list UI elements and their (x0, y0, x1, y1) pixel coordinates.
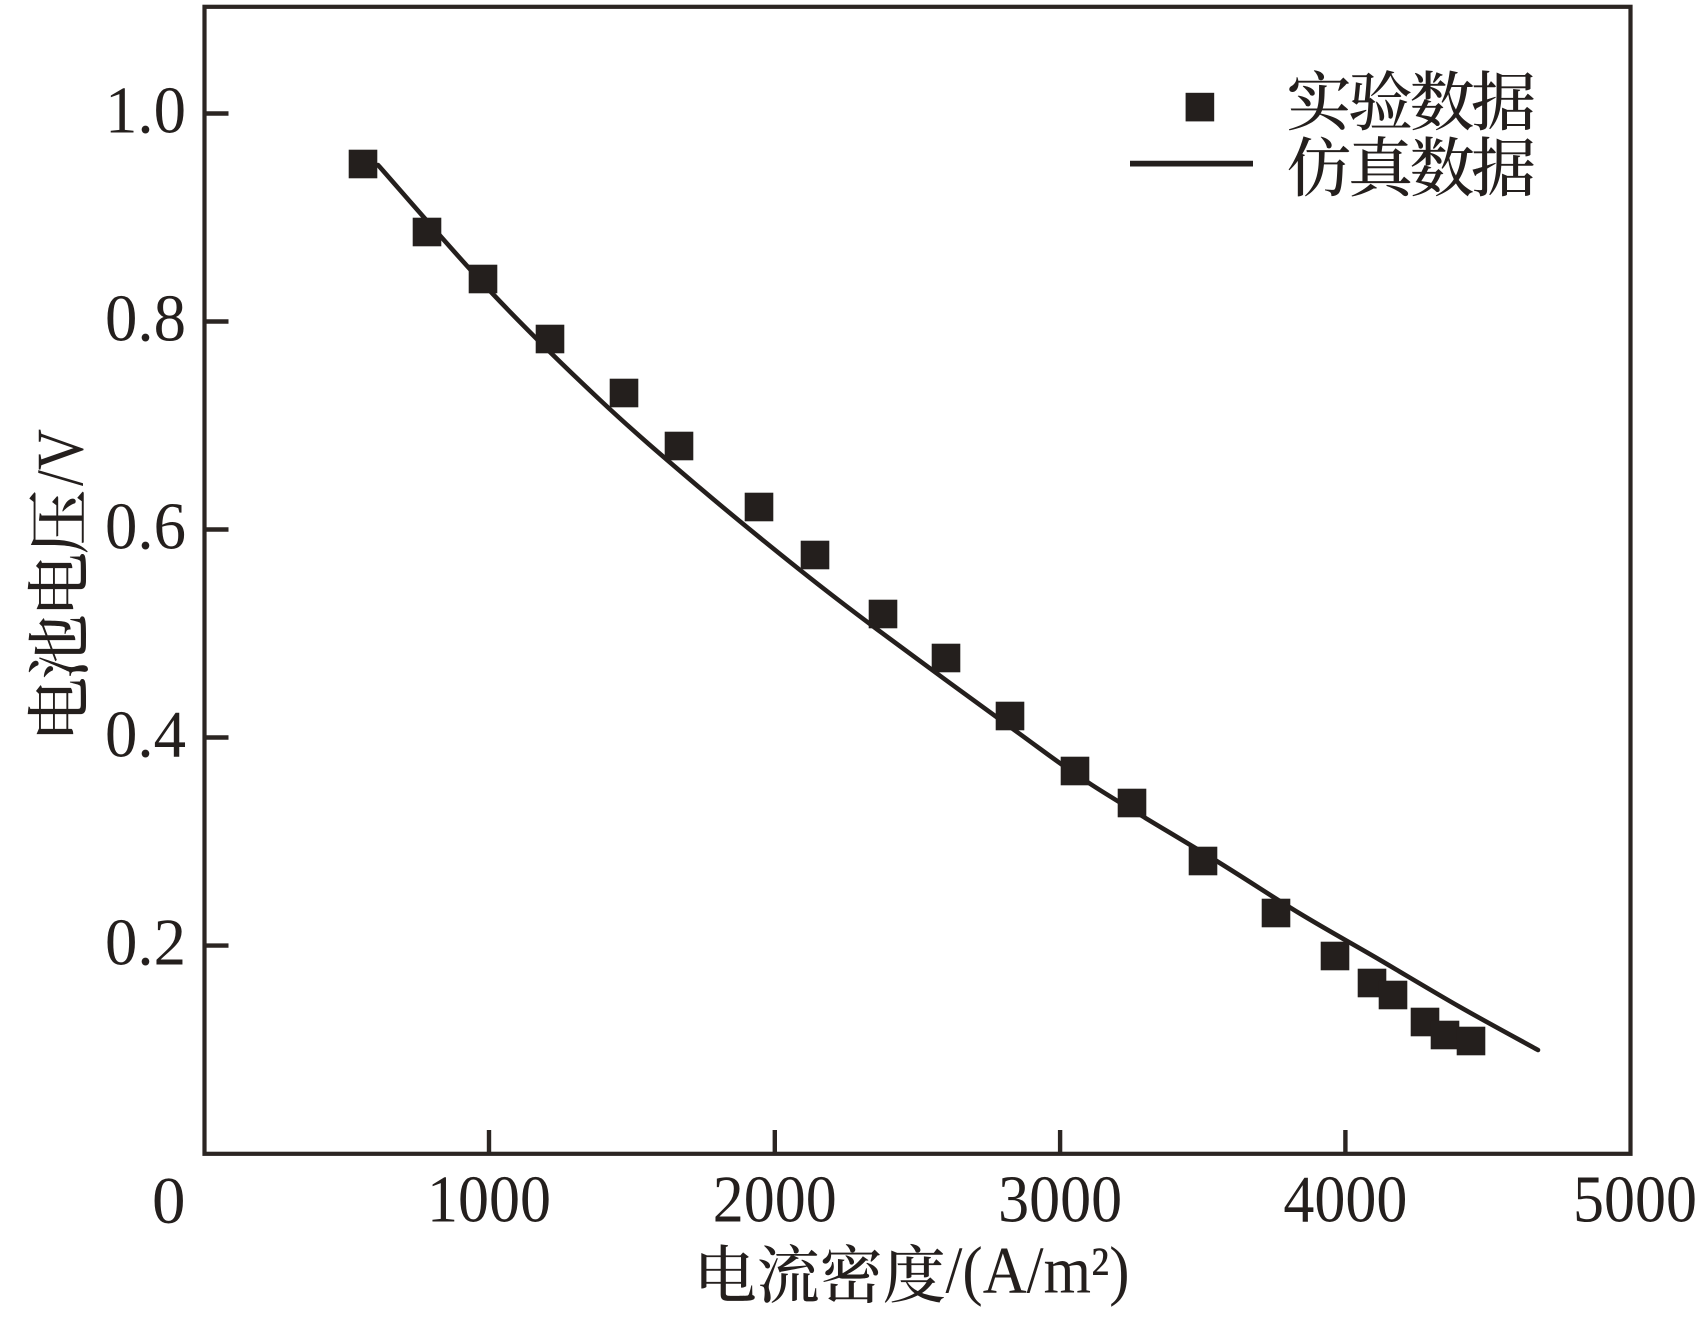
svg-text:0.2: 0.2 (105, 906, 186, 980)
svg-text:4000: 4000 (1283, 1163, 1407, 1237)
svg-text:3000: 3000 (998, 1163, 1122, 1237)
svg-text:1000: 1000 (427, 1163, 551, 1237)
svg-text:1.0: 1.0 (105, 74, 186, 148)
svg-text:0: 0 (152, 1164, 186, 1238)
svg-text:0.6: 0.6 (105, 490, 186, 564)
svg-text:2000: 2000 (713, 1163, 837, 1237)
svg-text:/V: /V (24, 429, 98, 486)
svg-text:/(A/m²): /(A/m²) (946, 1234, 1130, 1308)
svg-text:0.4: 0.4 (105, 698, 186, 772)
svg-text:5000: 5000 (1573, 1163, 1697, 1237)
svg-text:0.8: 0.8 (105, 282, 186, 356)
